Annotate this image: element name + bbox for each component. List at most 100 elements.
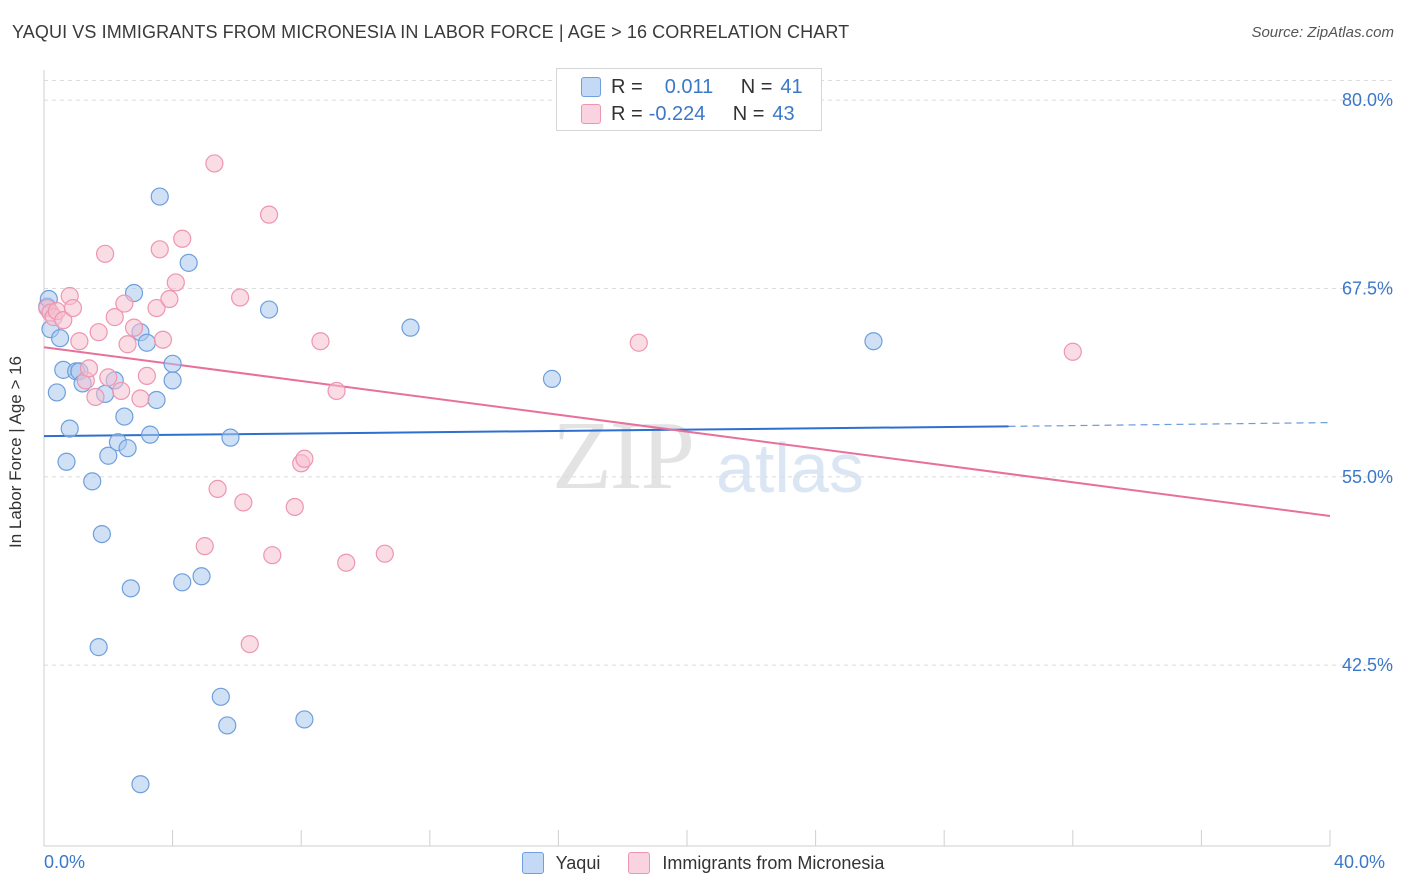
yaqui-point bbox=[118, 439, 137, 458]
micronesia-point bbox=[153, 330, 173, 349]
y-axis-label: In Labor Force | Age > 16 bbox=[6, 355, 25, 549]
yaqui-point bbox=[192, 567, 211, 586]
yaqui-point bbox=[83, 472, 102, 491]
stats-row-micronesia: R = -0.224 N = 43 bbox=[581, 101, 795, 127]
micronesia-point bbox=[166, 273, 185, 292]
stats-box: R = 0.011 N = 41 R = -0.224 N = 43 bbox=[556, 68, 822, 131]
y-tick-label: 80.0% bbox=[1342, 90, 1393, 110]
y-tick-label: 55.0% bbox=[1342, 467, 1393, 487]
yaqui-point bbox=[179, 253, 198, 272]
yaqui-point bbox=[115, 407, 134, 426]
x-tick-label-max: 40.0% bbox=[1334, 852, 1386, 872]
yaqui-point bbox=[47, 383, 66, 402]
n-value: 43 bbox=[772, 102, 795, 125]
data-points bbox=[38, 154, 1082, 794]
micronesia-point bbox=[205, 154, 224, 173]
yaqui-point bbox=[163, 371, 182, 390]
micronesia-point bbox=[124, 318, 144, 337]
micronesia-point bbox=[311, 332, 330, 351]
legend-item-yaqui: Yaqui bbox=[521, 852, 601, 874]
micronesia-point bbox=[115, 294, 134, 313]
micronesia-point bbox=[105, 308, 124, 327]
y-tick-label: 67.5% bbox=[1342, 278, 1393, 298]
yaqui-point bbox=[147, 390, 166, 410]
watermark-zip: ZIP bbox=[552, 402, 695, 510]
micronesia-point bbox=[173, 229, 192, 248]
micronesia-point bbox=[285, 497, 304, 517]
yaqui-point bbox=[121, 579, 140, 598]
legend-label-yaqui: Yaqui bbox=[555, 852, 601, 873]
yaqui-swatch bbox=[581, 77, 601, 97]
n-label: N = bbox=[740, 75, 773, 98]
micronesia-point bbox=[99, 368, 118, 387]
yaqui-legend-swatch bbox=[521, 852, 544, 874]
r-label: R = bbox=[611, 75, 643, 98]
n-value: 41 bbox=[780, 75, 803, 98]
yaqui-point bbox=[137, 333, 156, 352]
r-value: -0.224 bbox=[648, 102, 706, 125]
micronesia-point bbox=[1063, 342, 1082, 361]
yaqui-point bbox=[140, 425, 160, 444]
yaqui-trend-extension bbox=[1008, 421, 1331, 427]
stats-row-yaqui: R = 0.011 N = 41 bbox=[581, 74, 803, 100]
yaqui-point bbox=[173, 573, 192, 592]
micronesia-point bbox=[240, 634, 259, 654]
yaqui-point bbox=[92, 524, 111, 544]
yaqui-point bbox=[57, 452, 76, 471]
yaqui-point bbox=[259, 300, 279, 319]
yaqui-point bbox=[163, 354, 182, 373]
micronesia-swatch bbox=[581, 104, 601, 124]
micronesia-point bbox=[263, 546, 282, 565]
micronesia-point bbox=[195, 537, 214, 556]
micronesia-point bbox=[137, 366, 156, 385]
micronesia-point bbox=[259, 205, 279, 224]
micronesia-point bbox=[131, 389, 150, 408]
micronesia-point bbox=[295, 449, 314, 468]
micronesia-point bbox=[147, 298, 166, 318]
micronesia-point bbox=[629, 333, 648, 352]
yaqui-point bbox=[131, 775, 150, 794]
micronesia-point bbox=[112, 381, 131, 401]
yaqui-point bbox=[864, 332, 883, 351]
yaqui-point bbox=[50, 329, 70, 348]
yaqui-point bbox=[401, 318, 420, 337]
micronesia-legend-swatch bbox=[628, 852, 651, 874]
micronesia-point bbox=[150, 240, 169, 259]
micronesia-point bbox=[70, 332, 89, 351]
micronesia-point bbox=[327, 381, 346, 401]
r-label: R = bbox=[611, 102, 643, 125]
micronesia-point bbox=[86, 387, 105, 407]
yaqui-point bbox=[295, 710, 314, 729]
micronesia-point bbox=[79, 359, 99, 378]
micronesia-point bbox=[54, 311, 73, 330]
chart-title: YAQUI VS IMMIGRANTS FROM MICRONESIA IN L… bbox=[12, 22, 850, 42]
watermark-atlas: atlas bbox=[716, 429, 864, 507]
y-tick-labels: 80.0% 67.5% 55.0% 42.5% bbox=[1342, 90, 1393, 675]
micronesia-point bbox=[63, 298, 83, 318]
micronesia-point bbox=[234, 493, 253, 512]
micronesia-point bbox=[89, 323, 108, 342]
yaqui-point bbox=[211, 687, 230, 706]
micronesia-point bbox=[208, 479, 227, 498]
yaqui-point bbox=[150, 187, 169, 206]
micronesia-point bbox=[231, 288, 250, 307]
micronesia-point bbox=[375, 544, 394, 563]
micronesia-trend-line bbox=[43, 346, 1331, 518]
yaqui-point bbox=[89, 638, 108, 657]
micronesia-point bbox=[118, 335, 137, 354]
legend: Yaqui Immigrants from Micronesia bbox=[0, 852, 1406, 874]
n-label: N = bbox=[732, 102, 765, 125]
axes bbox=[43, 70, 1331, 847]
yaqui-point bbox=[542, 369, 562, 388]
trend-lines bbox=[43, 346, 1331, 518]
source-label: Source: ZipAtlas.com bbox=[1251, 24, 1394, 41]
micronesia-point bbox=[95, 244, 115, 263]
yaqui-point bbox=[99, 446, 118, 465]
legend-label-micronesia: Immigrants from Micronesia bbox=[662, 852, 885, 873]
yaqui-point bbox=[218, 716, 237, 735]
yaqui-point bbox=[60, 419, 79, 438]
y-tick-label: 42.5% bbox=[1342, 655, 1393, 675]
yaqui-trend-line bbox=[43, 425, 1009, 438]
micronesia-point bbox=[160, 289, 179, 309]
